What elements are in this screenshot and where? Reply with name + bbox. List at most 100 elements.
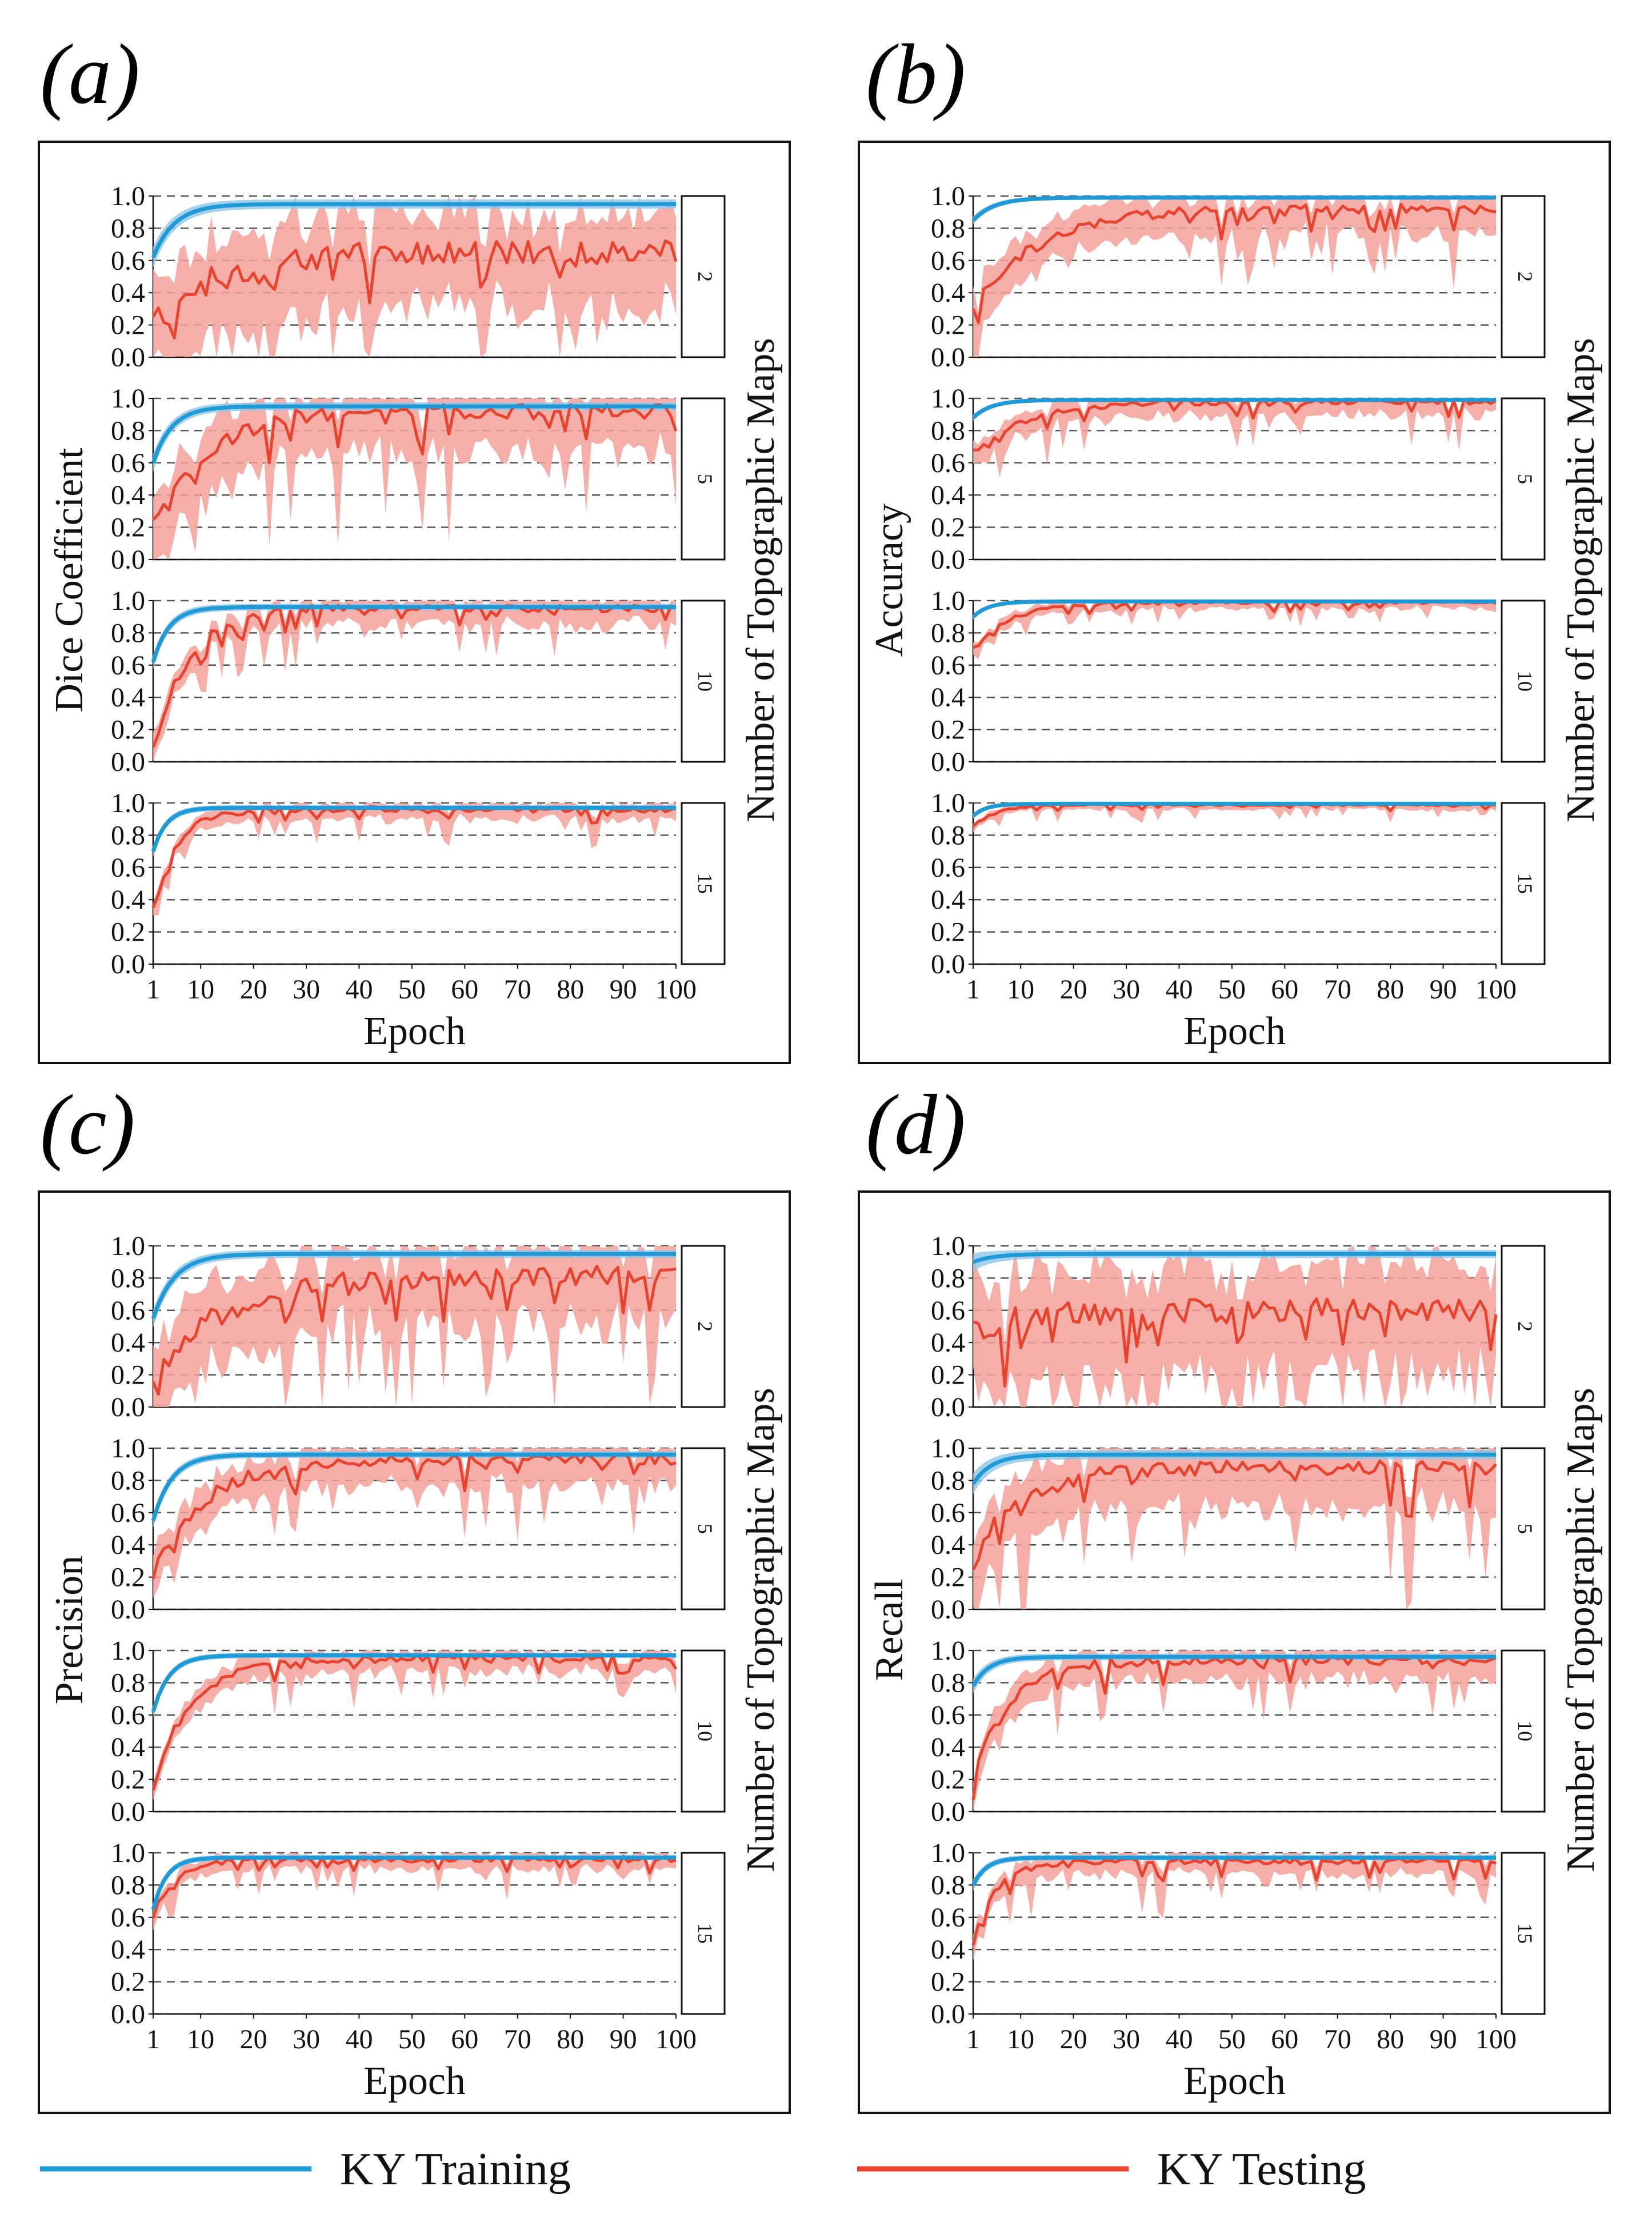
subplot-15-maps: 0.00.20.40.60.81.0 15 [931, 788, 1546, 980]
y-tick-label: 0.4 [931, 480, 965, 510]
training-line [971, 1452, 1496, 1485]
x-tick-label: 90 [1430, 2024, 1457, 2055]
y-tick-label: 0.4 [931, 278, 965, 308]
y-tick-label: 1.0 [111, 1231, 145, 1261]
facet-label: 5 [694, 474, 717, 484]
x-tick-label: 100 [1475, 2024, 1517, 2055]
facet-label: 10 [1514, 1721, 1537, 1741]
y-tick-label: 1.0 [111, 586, 145, 616]
testing-band [153, 803, 676, 916]
y-tick-label: 0.2 [931, 1967, 965, 1997]
y-tick-label: 1.0 [931, 1636, 965, 1666]
x-tick-label: 60 [451, 974, 478, 1005]
y-tick-label: 0.0 [931, 1392, 965, 1422]
panel-b: (b) Accuracy Number of Topographic Maps 0.0… [858, 27, 1611, 1064]
facet-label-box [1501, 1649, 1546, 1813]
subplot-15-maps: 0.00.20.40.60.81.0 15 [931, 1838, 1546, 2029]
y-tick-label: 0.6 [111, 1700, 145, 1731]
testing-band [153, 196, 676, 357]
y-tick-label: 0.8 [931, 1465, 965, 1496]
facet-label: 5 [694, 1524, 717, 1534]
facet-label: 2 [694, 1321, 717, 1332]
facet-label: 10 [694, 671, 717, 692]
facet-axis-title: Number of Topographic Maps [739, 1388, 783, 1872]
y-tick-label: 0.6 [931, 650, 965, 681]
y-tick-label: 0.0 [111, 949, 145, 980]
x-tick-label: 20 [1060, 974, 1087, 1005]
x-tick-label: 40 [345, 2024, 373, 2055]
x-tick-label: 90 [610, 2024, 637, 2055]
y-tick-label: 1.0 [931, 1433, 965, 1464]
y-tick-label: 1.0 [111, 1838, 145, 1868]
y-tick-label: 0.2 [111, 1765, 145, 1795]
y-tick-label: 0.8 [931, 415, 965, 446]
y-tick-label: 0.0 [111, 747, 145, 777]
facet-label: 10 [694, 1721, 717, 1741]
y-tick-label: 0.4 [111, 1328, 145, 1358]
x-tick-label: 10 [1007, 974, 1034, 1005]
facet-label: 15 [694, 1923, 717, 1944]
facet-label: 15 [694, 873, 717, 894]
y-tick-label: 0.0 [111, 1392, 145, 1422]
facet-axis-title: Number of Topographic Maps [1559, 1388, 1603, 1872]
x-tick-label: 90 [1430, 974, 1457, 1005]
training-line [971, 1856, 1496, 1887]
y-tick-label: 0.6 [111, 853, 145, 883]
subplot-5-maps: 0.00.20.40.60.81.0 5 [111, 1433, 726, 1625]
y-tick-label: 0.6 [931, 448, 965, 478]
y-tick-label: 1.0 [111, 1636, 145, 1666]
y-tick-label: 0.6 [931, 246, 965, 276]
x-tick-label: 80 [557, 2024, 584, 2055]
y-tick-label: 0.2 [931, 1562, 965, 1593]
testing-band [973, 1853, 1496, 1961]
y-tick-label: 0.8 [111, 213, 145, 243]
facet-axis-title: Number of Topographic Maps [739, 338, 783, 822]
panel-d: (d)Recall Number of Topographic Maps0.00.… [858, 1077, 1611, 2114]
panel-letter-a: (a) [40, 27, 140, 122]
training-line [151, 202, 676, 258]
subplot-10-maps: 0.00.20.40.60.81.0 10 [931, 586, 1546, 777]
y-tick-label: 0.2 [111, 1562, 145, 1593]
x-tick-label: 90 [610, 974, 637, 1005]
y-tick-label: 1.0 [111, 1433, 145, 1464]
y-axis-title: Recall [867, 1579, 911, 1681]
y-tick-label: 1.0 [931, 1231, 965, 1261]
y-tick-label: 0.8 [931, 213, 965, 243]
y-tick-label: 0.2 [931, 715, 965, 745]
testing-band [973, 601, 1496, 660]
y-tick-label: 0.6 [931, 1700, 965, 1731]
y-tick-label: 0.4 [111, 682, 145, 713]
x-tick-label: 30 [293, 974, 320, 1005]
x-tick-label: 80 [1377, 974, 1404, 1005]
y-tick-label: 0.6 [111, 448, 145, 478]
x-tick-label: 10 [187, 2024, 214, 2055]
testing-band [153, 1246, 676, 1407]
x-tick-label: 40 [1165, 974, 1193, 1005]
testing-line [152, 403, 678, 521]
facet-label-box [681, 1649, 726, 1813]
y-tick-label: 0.0 [931, 1797, 965, 1827]
x-tick-label: 70 [1324, 2024, 1351, 2055]
facet-label: 15 [1514, 1923, 1537, 1944]
panel-a: (a) Dice Coefficient Number of Topographic… [38, 27, 791, 1064]
facet-label: 2 [1514, 271, 1537, 282]
y-tick-label: 0.4 [931, 1530, 965, 1560]
y-tick-label: 0.8 [111, 1263, 145, 1293]
y-tick-label: 0.0 [931, 342, 965, 373]
training-line [151, 404, 676, 464]
subplot-5-maps: 0.00.20.40.60.81.0 5 [931, 1433, 1546, 1625]
subplot-2-maps: 0.00.20.40.60.81.0 2 [931, 1231, 1546, 1422]
x-tick-label: 70 [1324, 974, 1351, 1005]
panel-letter-c: (c) [40, 1077, 135, 1172]
testing-band [153, 1650, 676, 1801]
facet-label-box [681, 1245, 726, 1408]
y-tick-label: 0.0 [111, 1999, 145, 2029]
y-tick-label: 0.0 [931, 747, 965, 777]
y-tick-label: 1.0 [931, 788, 965, 818]
facet-label-box [681, 397, 726, 561]
y-tick-label: 0.2 [931, 310, 965, 341]
x-tick-label: 70 [504, 2024, 531, 2055]
y-tick-label: 0.6 [931, 1498, 965, 1528]
x-tick-label: 20 [240, 2024, 267, 2055]
